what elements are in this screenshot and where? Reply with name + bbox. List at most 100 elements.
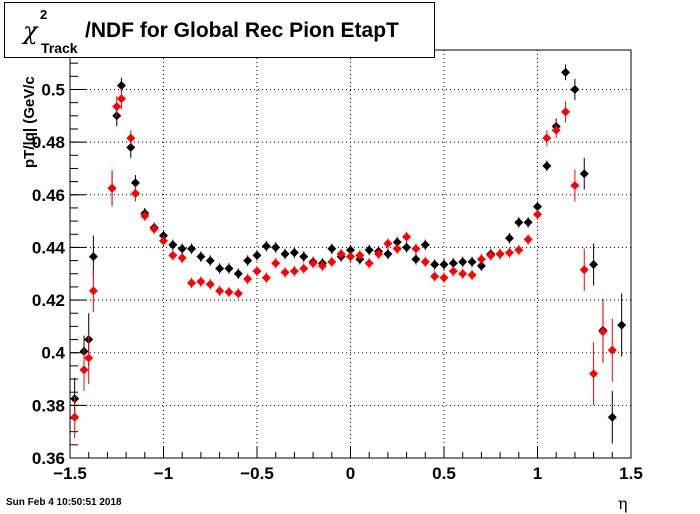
data-point: [430, 260, 440, 270]
data-point: [486, 250, 496, 260]
data-point: [570, 181, 580, 191]
data-point: [289, 248, 299, 258]
data-series: [70, 64, 627, 444]
chi-subscript: Track: [41, 40, 78, 56]
data-point: [159, 236, 168, 246]
data-point: [402, 242, 412, 252]
data-point: [149, 224, 159, 234]
y-tick-label: 0.48: [32, 133, 65, 152]
data-point: [420, 257, 430, 267]
data-point: [280, 249, 290, 259]
data-point: [579, 265, 589, 275]
data-point: [233, 288, 243, 298]
data-point: [392, 237, 402, 247]
data-point: [579, 169, 589, 179]
data-point: [467, 270, 477, 280]
data-point: [140, 211, 150, 221]
data-point: [364, 258, 374, 268]
data-point: [112, 102, 122, 112]
data-point: [392, 244, 402, 254]
x-tick-label: 0.5: [432, 464, 456, 483]
data-point: [327, 257, 337, 267]
data-point: [523, 235, 533, 245]
x-tick-label: 1.5: [619, 464, 643, 483]
x-tick-label: 1: [533, 464, 542, 483]
chi-superscript: 2: [40, 7, 48, 22]
data-point: [177, 253, 187, 263]
data-point: [355, 250, 365, 260]
data-point: [224, 263, 234, 273]
data-point: [346, 245, 355, 255]
y-tick-label: 0.4: [41, 344, 65, 363]
y-tick-label: 0.36: [32, 449, 65, 468]
axis-tick-labels: −1.5 −1 −0.5 0 0.5 1 1.5 0.36 0.38 0.4 0.42 0.44 0.4…: [32, 80, 643, 483]
data-point: [439, 273, 449, 283]
data-point: [224, 287, 234, 297]
data-point: [402, 232, 412, 242]
y-tick-label: 0.46: [32, 186, 65, 205]
data-point: [317, 261, 327, 271]
data-point: [88, 252, 98, 262]
data-point: [126, 142, 136, 152]
data-point: [271, 242, 281, 252]
data-point: [126, 133, 136, 143]
data-point: [411, 244, 421, 254]
data-point: [107, 183, 117, 193]
data-point: [271, 258, 281, 268]
data-point: [374, 249, 384, 259]
data-point: [299, 252, 309, 262]
data-point: [215, 286, 225, 296]
data-point: [116, 94, 126, 104]
data-point: [84, 353, 94, 363]
data-point: [448, 258, 458, 268]
data-point: [243, 256, 253, 266]
data-point: [570, 84, 580, 94]
data-point: [458, 257, 468, 267]
y-tick-label: 0.44: [32, 238, 66, 257]
data-point: [233, 269, 243, 279]
data-point: [607, 412, 617, 422]
data-point: [205, 279, 215, 289]
data-point: [467, 257, 477, 267]
data-point: [364, 245, 374, 255]
data-point: [280, 267, 290, 277]
x-tick-label: −0.5: [240, 464, 274, 483]
data-point: [430, 271, 440, 281]
y-tick-label: 0.42: [32, 291, 65, 310]
data-point: [168, 240, 178, 250]
data-point: [523, 217, 533, 227]
data-point: [187, 278, 197, 288]
data-point: [411, 254, 421, 264]
data-point: [261, 273, 271, 283]
data-point: [420, 240, 430, 250]
data-point: [261, 241, 271, 251]
y-tick-label: 0.5: [41, 80, 65, 99]
data-point: [542, 161, 552, 171]
series-red: [70, 88, 617, 439]
data-point: [617, 320, 627, 330]
x-tick-label: −1: [154, 464, 173, 483]
data-point: [561, 67, 571, 77]
data-point: [542, 133, 552, 143]
data-point: [504, 233, 514, 243]
data-point: [299, 263, 309, 273]
data-point: [495, 249, 505, 259]
data-point: [533, 202, 542, 212]
data-point: [88, 286, 98, 296]
data-point: [346, 252, 355, 262]
data-point: [79, 365, 89, 375]
y-tick-label: 0.38: [32, 396, 65, 415]
data-point: [476, 261, 486, 271]
data-point: [598, 327, 608, 337]
data-point: [308, 258, 318, 268]
data-point: [561, 107, 571, 117]
data-point: [243, 274, 253, 284]
data-point: [215, 263, 225, 273]
data-point: [514, 217, 524, 227]
chart-title: /NDF for Global Rec Pion EtapT: [85, 19, 399, 42]
data-point: [589, 369, 599, 379]
data-point: [168, 250, 178, 260]
date-stamp: Sun Feb 4 10:50:51 2018: [6, 497, 122, 508]
data-point: [607, 345, 617, 355]
